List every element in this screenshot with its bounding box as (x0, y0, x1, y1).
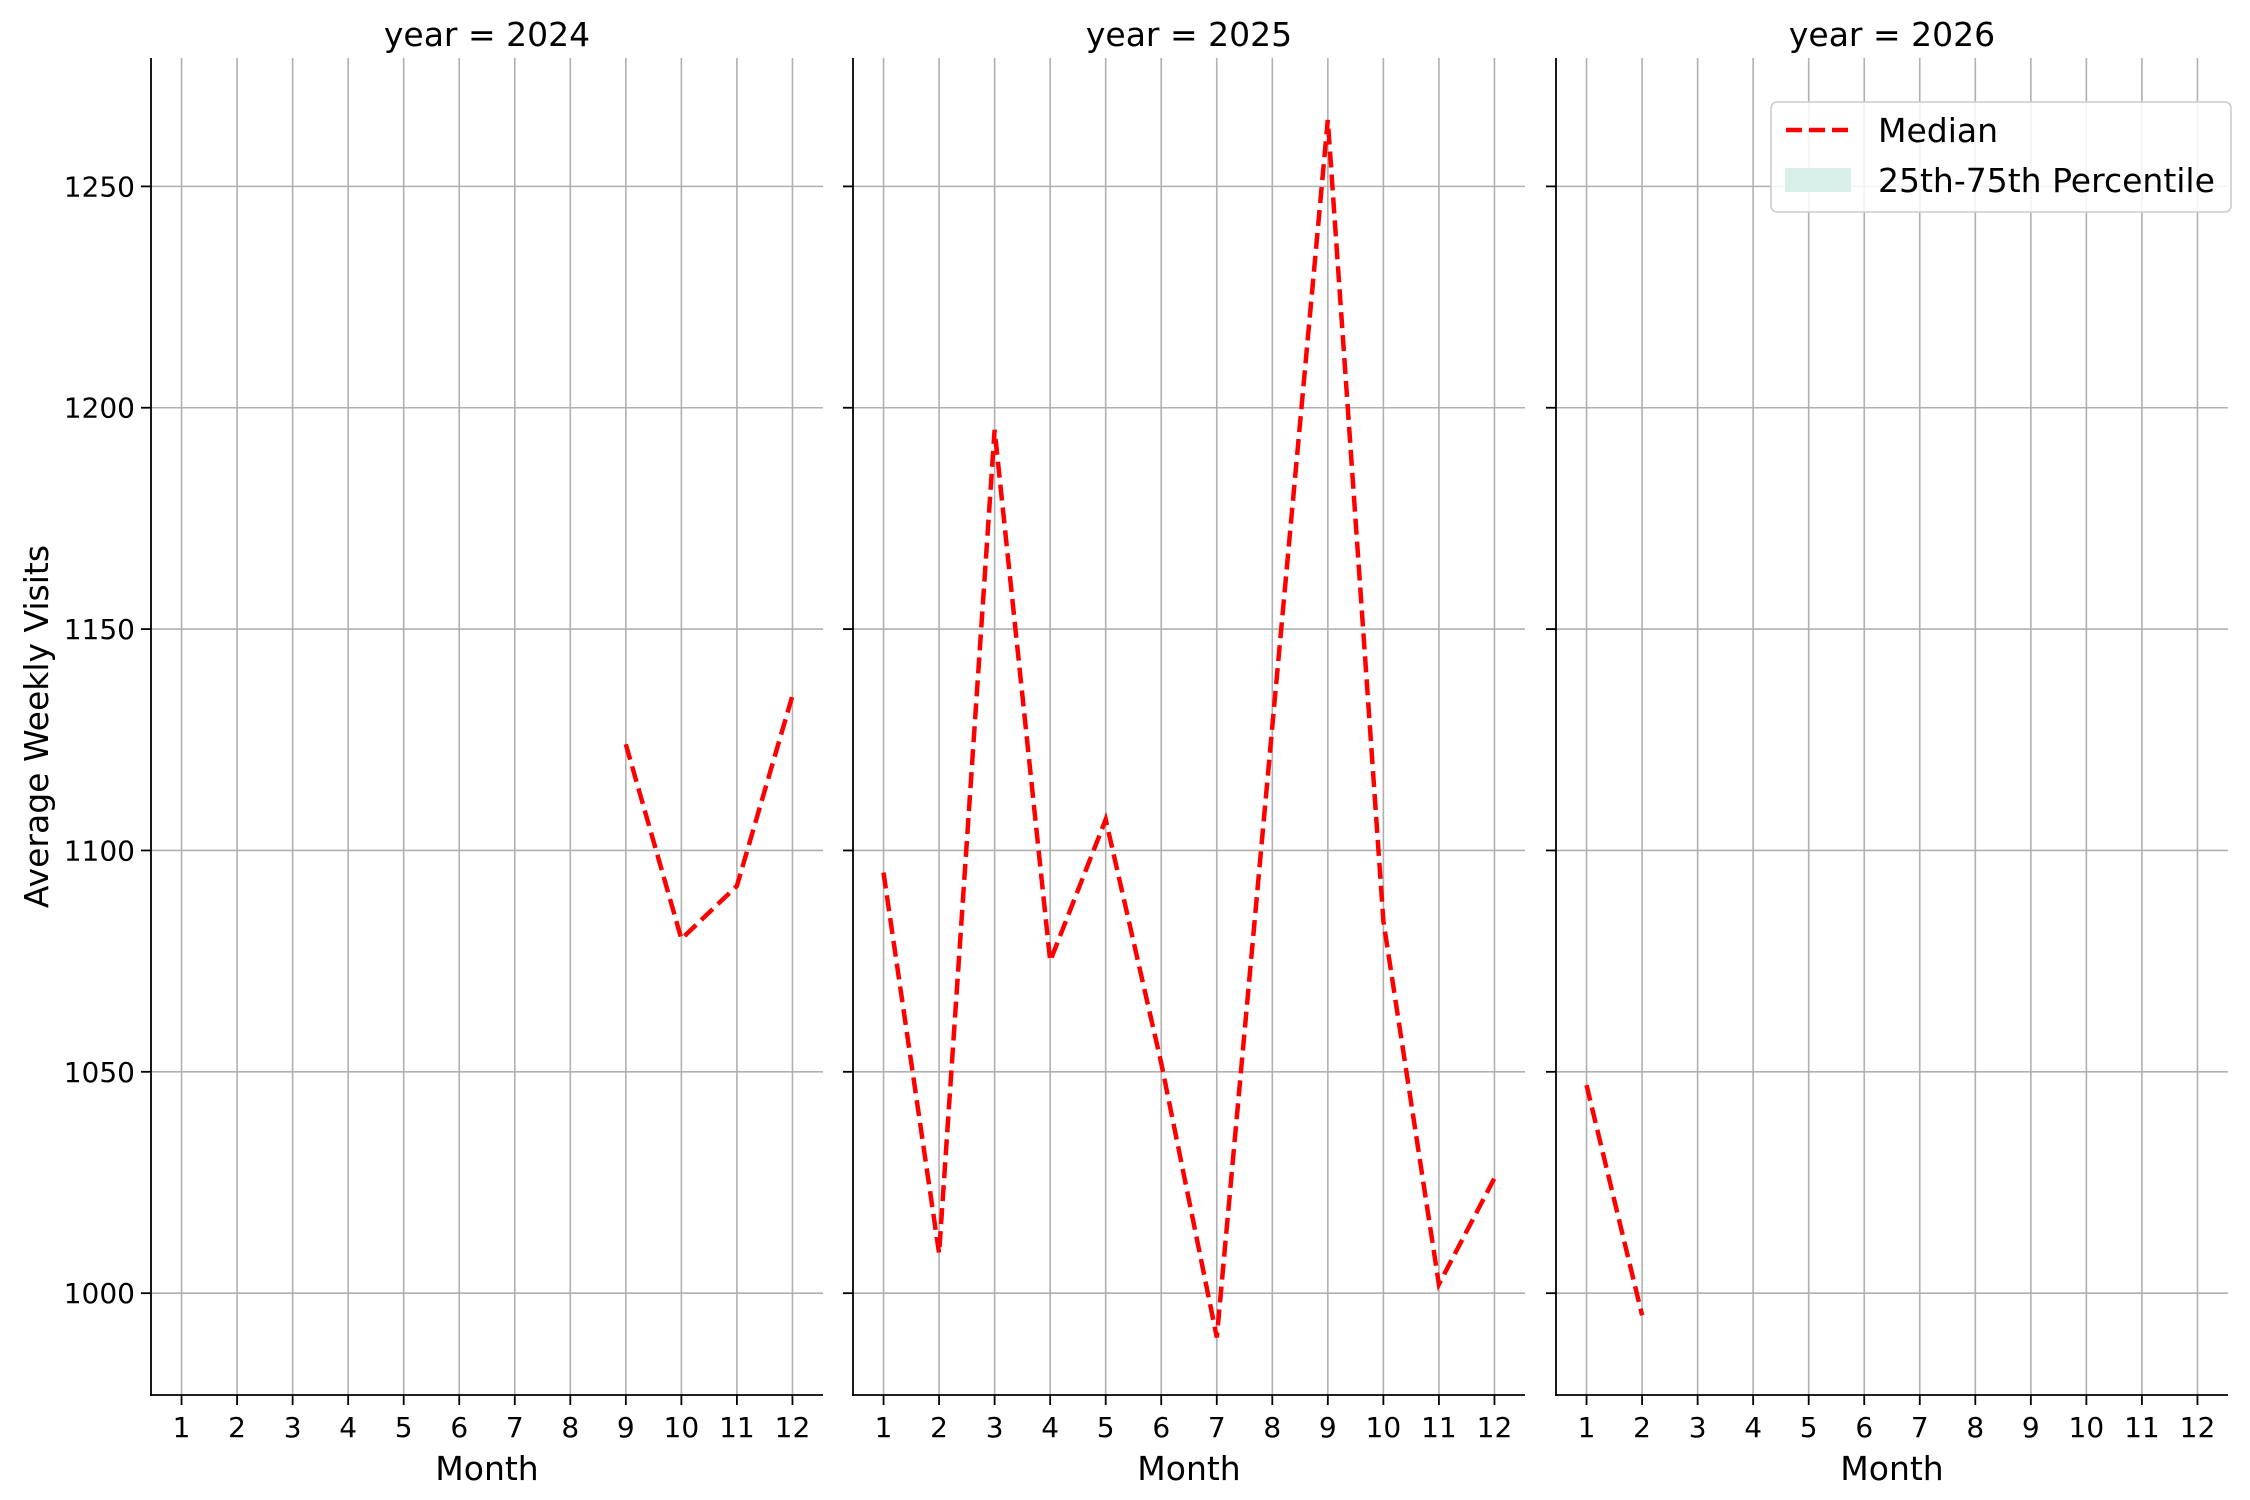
legend-percentile-swatch (1785, 168, 1851, 192)
x-tick-label: 2 (930, 1411, 948, 1444)
x-tick-label: 11 (2124, 1411, 2160, 1444)
median-line (1584, 1084, 1645, 1316)
x-tick-label: 12 (2180, 1411, 2216, 1444)
x-tick-label: 8 (1263, 1411, 1281, 1444)
x-tick-label: 7 (506, 1411, 524, 1444)
x-tick-label: 4 (1744, 1411, 1762, 1444)
y-tick-label: 1200 (64, 392, 135, 425)
y-tick-label: 1100 (64, 834, 135, 867)
x-tick-label: 7 (1208, 1411, 1226, 1444)
panel-title: year = 2024 (384, 15, 590, 54)
x-tick-label: 8 (1966, 1411, 1984, 1444)
x-tick-label: 7 (1911, 1411, 1929, 1444)
x-tick-label: 1 (875, 1411, 893, 1444)
x-tick-label: 8 (561, 1411, 579, 1444)
x-tick-label: 3 (986, 1411, 1004, 1444)
x-tick-label: 11 (1421, 1411, 1457, 1444)
x-tick-label: 6 (1152, 1411, 1170, 1444)
x-tick-label: 5 (1800, 1411, 1818, 1444)
median-line (881, 119, 1497, 1338)
x-tick-label: 9 (2022, 1411, 2040, 1444)
median-line (623, 694, 795, 944)
x-tick-label: 10 (2069, 1411, 2105, 1444)
x-tick-label: 6 (1855, 1411, 1873, 1444)
y-tick-label: 1050 (64, 1056, 135, 1089)
legend-percentile-label: 25th-75th Percentile (1878, 161, 2215, 200)
x-tick-label: 5 (395, 1411, 413, 1444)
legend-median-label: Median (1878, 111, 1998, 150)
y-axis-label: Average Weekly Visits (17, 545, 56, 908)
y-tick-label: 1150 (64, 613, 135, 646)
x-tick-label: 2 (228, 1411, 246, 1444)
x-axis-label: Month (435, 1449, 538, 1488)
x-tick-label: 9 (617, 1411, 635, 1444)
x-tick-label: 12 (1477, 1411, 1513, 1444)
y-tick-label: 1250 (64, 170, 135, 203)
x-tick-label: 1 (1578, 1411, 1596, 1444)
x-tick-label: 12 (775, 1411, 811, 1444)
panel-title: year = 2025 (1086, 15, 1292, 54)
x-tick-label: 9 (1319, 1411, 1337, 1444)
x-tick-label: 10 (1366, 1411, 1402, 1444)
x-axis-label: Month (1137, 1449, 1240, 1488)
x-tick-label: 4 (339, 1411, 357, 1444)
panel-title: year = 2026 (1789, 15, 1995, 54)
x-tick-label: 3 (1689, 1411, 1707, 1444)
x-tick-label: 3 (284, 1411, 302, 1444)
x-tick-label: 1 (173, 1411, 191, 1444)
legend-box (1770, 101, 2232, 213)
x-tick-label: 4 (1041, 1411, 1059, 1444)
x-tick-label: 11 (719, 1411, 755, 1444)
x-tick-label: 10 (664, 1411, 700, 1444)
y-tick-label: 1000 (64, 1277, 135, 1310)
x-tick-label: 2 (1633, 1411, 1651, 1444)
x-axis-label: Month (1840, 1449, 1943, 1488)
x-tick-label: 6 (450, 1411, 468, 1444)
x-tick-label: 5 (1097, 1411, 1115, 1444)
